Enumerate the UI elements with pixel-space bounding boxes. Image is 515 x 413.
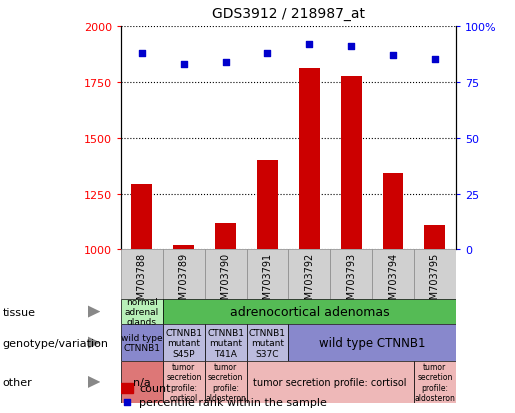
Text: GSM703791: GSM703791 — [263, 252, 272, 311]
Bar — [121, 324, 163, 361]
Bar — [372, 250, 414, 299]
Text: GSM703790: GSM703790 — [220, 252, 231, 311]
Point — [263, 50, 271, 57]
Text: n/a: n/a — [133, 377, 151, 387]
Bar — [121, 299, 163, 324]
Bar — [163, 299, 456, 324]
Polygon shape — [88, 376, 100, 388]
Text: normal
adrenal
glands: normal adrenal glands — [125, 297, 159, 327]
Text: GSM703794: GSM703794 — [388, 252, 398, 311]
Bar — [383, 174, 403, 413]
Point — [138, 50, 146, 57]
Text: tumor secretion profile: cortisol: tumor secretion profile: cortisol — [253, 377, 407, 387]
Bar — [204, 324, 247, 361]
Bar — [299, 69, 320, 413]
Bar — [257, 161, 278, 413]
Text: GSM703788: GSM703788 — [137, 252, 147, 311]
Point — [221, 59, 230, 66]
Text: genotype/variation: genotype/variation — [3, 338, 109, 348]
Bar — [247, 361, 414, 403]
Bar — [288, 250, 330, 299]
Bar — [247, 324, 288, 361]
Bar — [121, 361, 163, 403]
Text: adrenocortical adenomas: adrenocortical adenomas — [230, 305, 389, 318]
Point — [123, 399, 131, 405]
Bar — [204, 361, 247, 403]
Point — [180, 62, 188, 68]
Text: wild type CTNNB1: wild type CTNNB1 — [319, 336, 425, 349]
Bar — [163, 324, 204, 361]
Text: GDS3912 / 218987_at: GDS3912 / 218987_at — [212, 7, 365, 21]
Bar — [330, 250, 372, 299]
Text: tissue: tissue — [3, 307, 36, 317]
Point — [347, 44, 355, 50]
Bar — [288, 324, 456, 361]
Text: tumor
secretion
profile:
cortisol: tumor secretion profile: cortisol — [166, 362, 201, 402]
Bar — [121, 250, 163, 299]
Text: GSM703789: GSM703789 — [179, 252, 189, 311]
Bar — [341, 77, 362, 413]
Bar — [414, 361, 456, 403]
Text: CTNNB1
mutant
S37C: CTNNB1 mutant S37C — [249, 328, 286, 358]
Bar — [204, 250, 247, 299]
Text: count: count — [140, 383, 171, 393]
Point — [305, 41, 314, 48]
Bar — [247, 250, 288, 299]
Text: GSM703795: GSM703795 — [430, 252, 440, 311]
Text: tumor
secretion
profile:
aldosteron: tumor secretion profile: aldosteron — [415, 362, 455, 402]
Polygon shape — [88, 306, 100, 318]
Text: CTNNB1
mutant
S45P: CTNNB1 mutant S45P — [165, 328, 202, 358]
Bar — [121, 383, 133, 393]
Bar — [215, 223, 236, 413]
Bar — [174, 245, 194, 413]
Text: GSM703793: GSM703793 — [346, 252, 356, 311]
Point — [431, 57, 439, 64]
Text: GSM703792: GSM703792 — [304, 252, 314, 311]
Bar — [424, 225, 445, 413]
Text: percentile rank within the sample: percentile rank within the sample — [140, 397, 328, 407]
Text: tumor
secretion
profile:
aldosteron: tumor secretion profile: aldosteron — [205, 362, 246, 402]
Point — [389, 52, 397, 59]
Bar — [414, 250, 456, 299]
Text: wild type
CTNNB1: wild type CTNNB1 — [121, 333, 163, 352]
Bar — [163, 361, 204, 403]
Text: CTNNB1
mutant
T41A: CTNNB1 mutant T41A — [207, 328, 244, 358]
Polygon shape — [88, 337, 100, 349]
Bar — [163, 250, 204, 299]
Bar — [131, 184, 152, 413]
Text: other: other — [3, 377, 32, 387]
